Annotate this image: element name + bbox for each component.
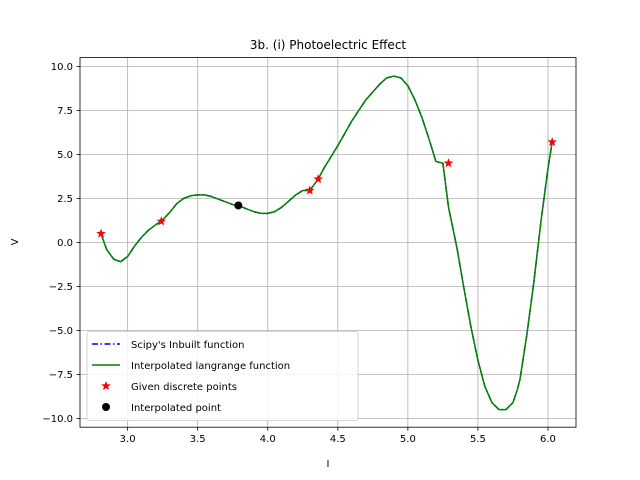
given-point-marker: [313, 174, 323, 184]
y-tick-label: −10.0: [42, 414, 73, 425]
y-tick-label: −7.5: [49, 370, 73, 381]
y-tick-label: 7.5: [57, 106, 73, 117]
legend-label-lagrange: Interpolated langrange function: [131, 361, 290, 372]
given-point-marker: [547, 137, 557, 147]
y-tick-label: 10.0: [51, 62, 73, 73]
y-tick-label: −2.5: [49, 282, 73, 293]
x-tick-label: 4.0: [260, 434, 276, 445]
y-tick-label: 2.5: [57, 194, 73, 205]
legend: Scipy's Inbuilt function Interpolated la…: [86, 331, 359, 421]
y-tick-label: −5.0: [49, 326, 73, 337]
x-tick-label: 3.5: [190, 434, 206, 445]
x-tick-label: 5.5: [470, 434, 486, 445]
y-axis-label: V: [10, 238, 21, 245]
y-tick-label: 0.0: [57, 238, 73, 249]
legend-box: [86, 331, 359, 421]
legend-label-scipy: Scipy's Inbuilt function: [131, 340, 245, 351]
given-point-marker: [96, 228, 106, 238]
given-point-marker: [156, 216, 167, 226]
given-point-marker: [305, 185, 315, 195]
interpolated-point-marker: [234, 201, 243, 210]
given-point-marker: [443, 158, 454, 168]
x-tick-label: 6.0: [540, 434, 556, 445]
y-axis-ticks: −10.0 −7.5 −5.0 −2.5 0.0 2.5 5.0 7.5 10.0: [42, 62, 80, 425]
legend-swatch-given-points: [101, 381, 111, 391]
x-axis-ticks: 3.0 3.5 4.0 4.5 5.0 5.5 6.0: [120, 427, 556, 445]
x-tick-label: 5.0: [400, 434, 416, 445]
legend-label-given-points: Given discrete points: [131, 382, 237, 393]
x-tick-label: 4.5: [330, 434, 346, 445]
x-tick-label: 3.0: [120, 434, 136, 445]
legend-label-interpolated-point: Interpolated point: [131, 403, 221, 414]
x-axis-label: I: [327, 459, 330, 470]
plot-area: [96, 75, 557, 411]
chart-title: 3b. (i) Photoelectric Effect: [250, 38, 407, 52]
legend-swatch-interpolated-point: [102, 403, 110, 411]
y-tick-label: 5.0: [57, 150, 73, 161]
